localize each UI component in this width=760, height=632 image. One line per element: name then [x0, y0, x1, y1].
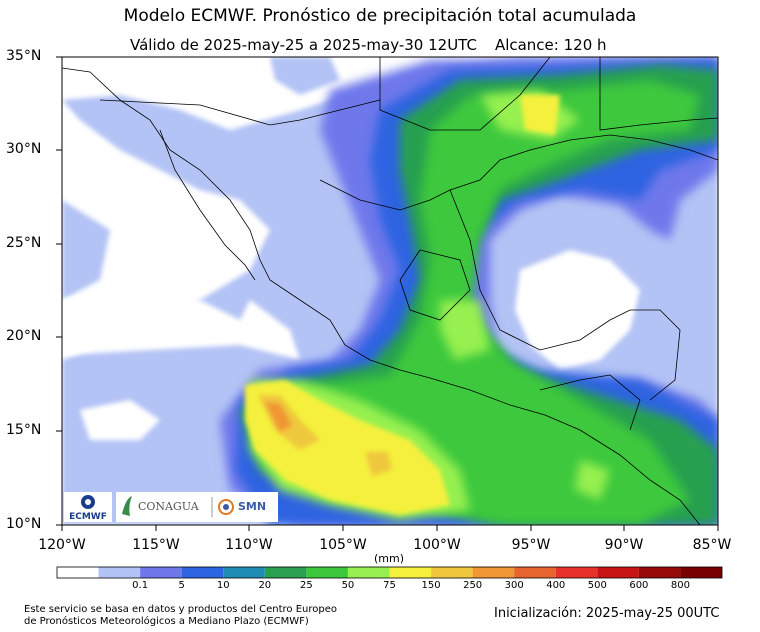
colorbar-units: (mm) — [374, 552, 405, 565]
colorbar-swatch — [555, 567, 598, 578]
lon-label-85: 85°W — [692, 537, 732, 553]
colorbar-swatch — [57, 567, 99, 578]
colorbar-tick-label: 50 — [341, 580, 355, 591]
lon-label-120: 120°W — [38, 537, 86, 553]
lat-label-15: 15°N — [6, 422, 42, 438]
source-note-line1: Este servicio se basa en datos y product… — [24, 604, 338, 615]
lon-label-100: 100°W — [413, 537, 461, 553]
lon-label-110: 110°W — [225, 537, 273, 553]
init-time: Inicialización: 2025-may-25 00UTC — [494, 606, 720, 621]
colorbar-swatch — [98, 567, 141, 578]
colorbar-tick-label: 5 — [178, 580, 185, 591]
colorbar-tick-label: 250 — [463, 580, 483, 591]
ecmwf-logo-text: ECMWF — [69, 512, 107, 522]
lat-label-25: 25°N — [6, 235, 42, 251]
conagua-smn-logo: CONAGUA SMN — [116, 492, 278, 522]
colorbar-tick-label: 0.1 — [132, 580, 149, 591]
colorbar-swatch — [680, 567, 722, 578]
conagua-logo-text: CONAGUA — [138, 500, 200, 513]
colorbar-swatch — [140, 567, 182, 578]
colorbar-swatch — [514, 567, 556, 578]
coastline — [62, 57, 718, 525]
lat-label-20: 20°N — [6, 328, 42, 344]
lat-label-30: 30°N — [6, 141, 42, 157]
colorbar — [56, 566, 723, 579]
lon-label-90: 90°W — [604, 537, 644, 553]
colorbar-swatch — [431, 567, 473, 578]
source-note: Este servicio se basa en datos y product… — [24, 604, 404, 628]
colorbar-swatch — [597, 567, 639, 578]
colorbar-tick-label: 800 — [670, 580, 690, 591]
lon-label-115: 115°W — [132, 537, 180, 553]
colorbar-tick-label: 600 — [629, 580, 649, 591]
colorbar-tick-label: 20 — [258, 580, 272, 591]
colorbar-swatch — [472, 567, 515, 578]
valid-period: Válido de 2025-may-25 a 2025-may-30 12UT… — [130, 36, 477, 54]
lon-label-95: 95°W — [511, 537, 551, 553]
colorbar-tick-label: 500 — [587, 580, 607, 591]
colorbar-swatch — [181, 567, 224, 578]
colorbar-frame — [56, 566, 723, 579]
precip-field — [62, 57, 718, 525]
colorbar-swatch — [306, 567, 348, 578]
forecast-range: Alcance: 120 h — [494, 36, 607, 54]
colorbar-tick-label: 300 — [504, 580, 524, 591]
ecmwf-logo: ECMWF — [64, 492, 112, 522]
colorbar-tick-label: 10 — [216, 580, 230, 591]
source-note-line2: de Pronósticos Meteorológicos a Mediano … — [24, 616, 309, 627]
lat-label-10: 10°N — [6, 516, 42, 532]
lon-label-105: 105°W — [319, 537, 367, 553]
colorbar-swatch — [347, 567, 390, 578]
colorbar-tick-label: 75 — [383, 580, 396, 591]
map-title: Modelo ECMWF. Pronóstico de precipitació… — [123, 6, 637, 26]
map-subtitle: Válido de 2025-may-25 a 2025-may-30 12UT… — [130, 36, 625, 54]
colorbar-swatch — [638, 567, 681, 578]
colorbar-swatch — [389, 567, 432, 578]
colorbar-swatch — [264, 567, 307, 578]
colorbar-swatch — [223, 567, 265, 578]
map-frame — [61, 56, 719, 526]
colorbar-tick-label: 25 — [300, 580, 313, 591]
lat-label-35: 35°N — [6, 48, 42, 64]
colorbar-tick-label: 150 — [421, 580, 441, 591]
smn-logo-text: SMN — [238, 500, 266, 513]
colorbar-tick-label: 400 — [546, 580, 566, 591]
